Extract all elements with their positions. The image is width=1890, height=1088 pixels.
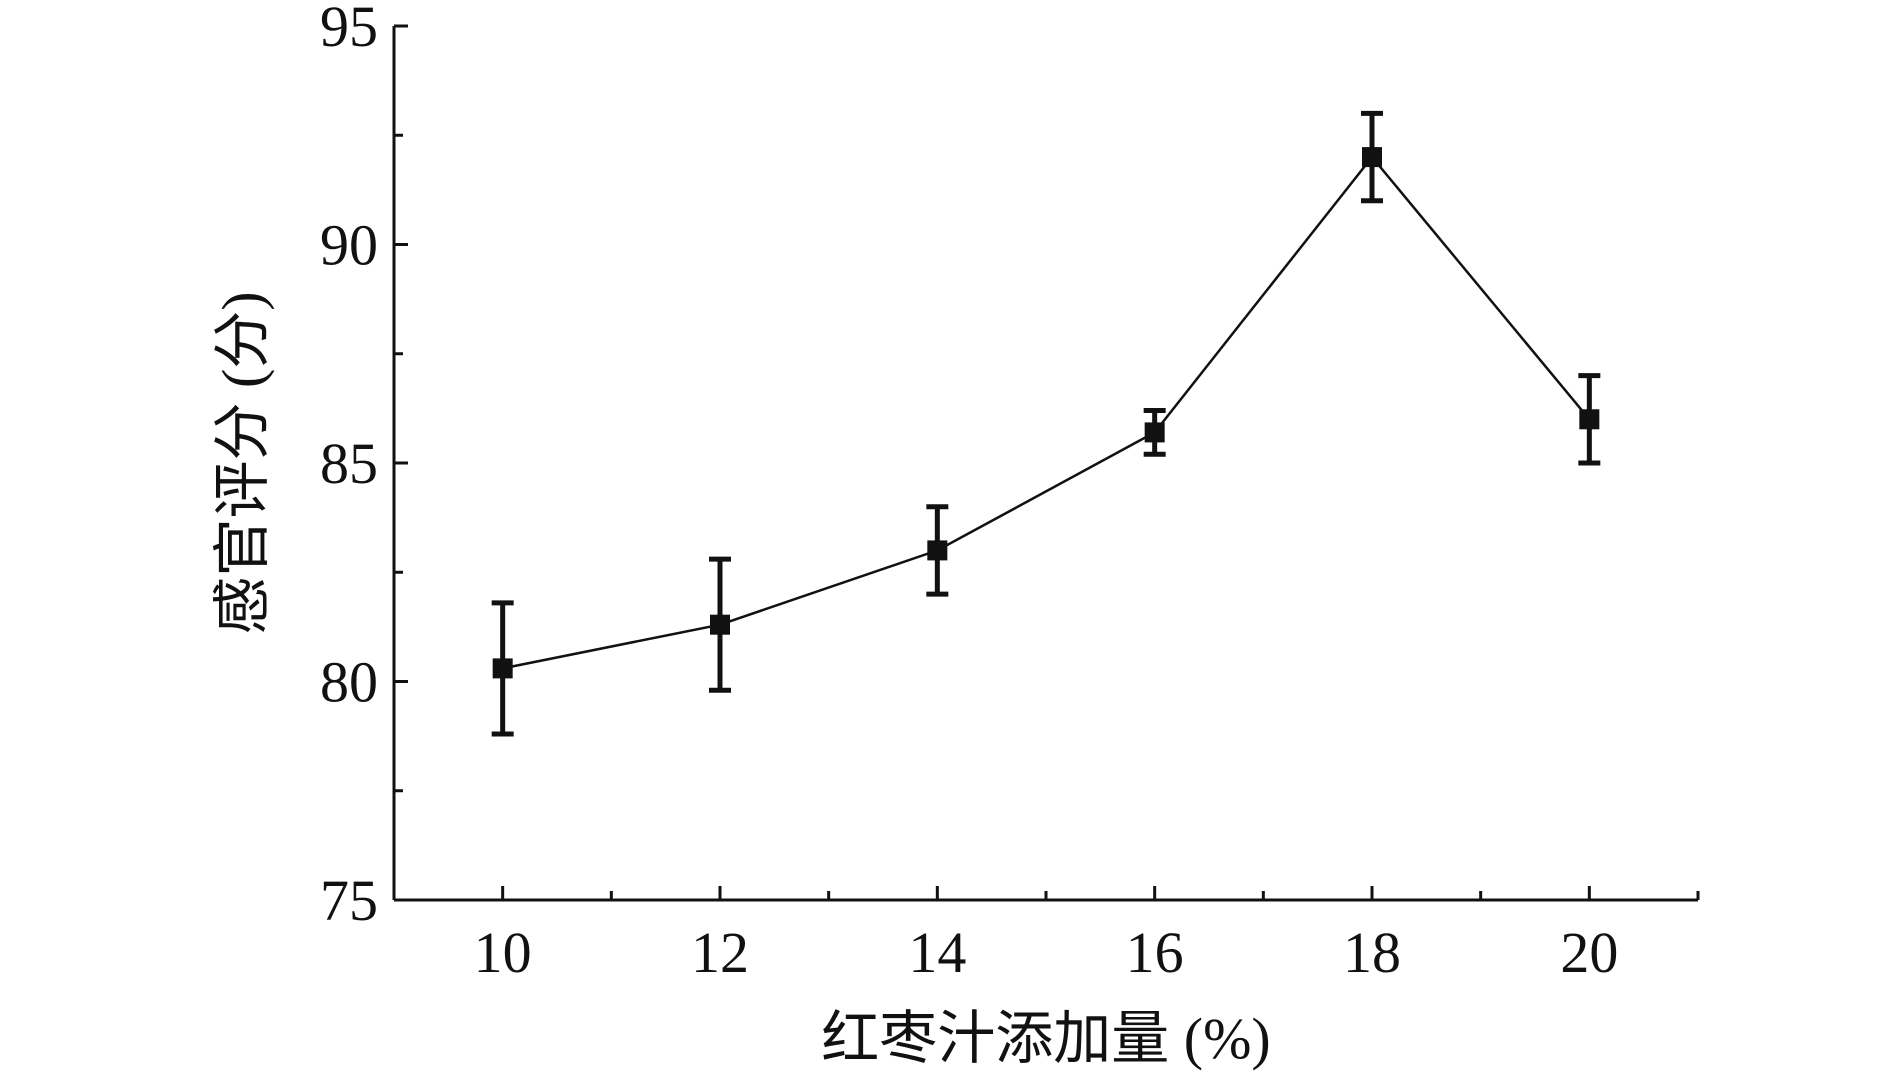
x-axis-title: 红枣汁添加量 (%) bbox=[821, 1006, 1270, 1071]
y-tick-label: 75 bbox=[320, 868, 378, 933]
y-tick-label: 95 bbox=[320, 0, 378, 59]
y-tick-label: 85 bbox=[320, 431, 378, 496]
y-tick-label: 90 bbox=[320, 213, 378, 278]
series bbox=[491, 110, 1601, 737]
x-tick-label: 20 bbox=[1560, 920, 1618, 985]
x-tick-label: 10 bbox=[474, 920, 532, 985]
data-point-marker bbox=[1362, 147, 1382, 168]
y-tick-label: 80 bbox=[320, 650, 378, 715]
data-point-marker bbox=[1144, 422, 1165, 443]
data-point-marker bbox=[1579, 409, 1600, 430]
x-tick-label: 14 bbox=[908, 920, 966, 985]
x-tick-label: 16 bbox=[1126, 920, 1184, 985]
ticks bbox=[392, 24, 1700, 902]
y-axis-title: 感官评分 (分) bbox=[210, 291, 275, 634]
series-line bbox=[502, 155, 1591, 670]
data-point-marker bbox=[492, 658, 513, 679]
axes bbox=[392, 26, 1698, 902]
data-point-marker bbox=[927, 540, 948, 561]
x-tick-label: 18 bbox=[1343, 920, 1401, 985]
x-tick-label: 12 bbox=[691, 920, 749, 985]
data-point-marker bbox=[710, 614, 730, 635]
tick-labels: 75 80 85 90 95 10 12 14 16 18 20 bbox=[320, 0, 1618, 985]
